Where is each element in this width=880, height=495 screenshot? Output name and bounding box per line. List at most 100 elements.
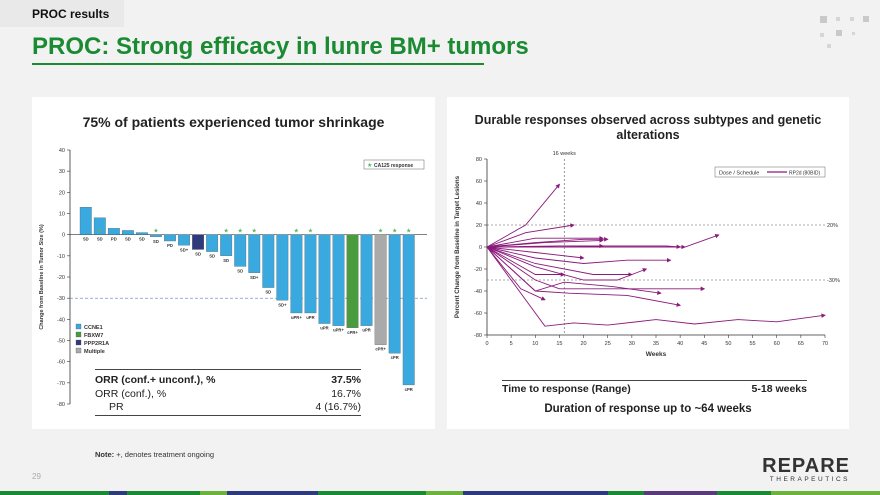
orr-bottom-rule [95, 415, 361, 416]
waterfall-bar [248, 234, 261, 273]
waterfall-bar [388, 234, 401, 354]
spider-y-tick-label: 0 [479, 245, 482, 251]
ca125-star-marker: ★ [153, 228, 158, 235]
legend-label: FBXW7 [84, 333, 103, 339]
waterfall-bar [262, 234, 275, 288]
company-logo: REPARE THERAPEUTICS [762, 455, 850, 483]
ca125-legend-box [363, 159, 425, 170]
ca125-star-marker: ★ [406, 228, 411, 235]
waterfall-y-tick-label: -20 [57, 275, 65, 281]
waterfall-bar [93, 217, 106, 235]
spider-legend-entry: RP2d (80BID) [789, 171, 820, 177]
waterfall-bar [318, 234, 331, 324]
spider-threshold-label: 20% [827, 223, 838, 229]
spider-x-tick-label: 0 [485, 341, 488, 347]
footnote: Note: +, denotes treatment ongoing [95, 450, 214, 459]
spider-x-tick-label: 20 [581, 341, 587, 347]
spider-series-line [486, 183, 561, 248]
waterfall-bar-label: cPR [405, 387, 413, 392]
waterfall-bar-label: SD+ [278, 302, 287, 307]
legend-label: Multiple [84, 349, 105, 355]
waterfall-bar-label: uPR+ [333, 328, 344, 333]
waterfall-bar-label: SD [209, 254, 215, 259]
orr-row-3-value: 4 (16.7%) [315, 401, 361, 413]
spider-x-tick-label: 5 [510, 341, 513, 347]
waterfall-bar [402, 234, 415, 386]
spider-series-line [486, 246, 566, 277]
title-underline [32, 63, 484, 65]
spider-series-line [486, 246, 662, 295]
waterfall-bar-label: SD [153, 239, 159, 244]
waterfall-bar [290, 234, 303, 314]
waterfall-y-tick-label: 40 [59, 148, 65, 154]
orr-row-2-value: 16.7% [331, 388, 361, 400]
waterfall-bar-label: PD [111, 237, 117, 242]
spider-series-line [486, 246, 648, 281]
spider-x-tick-label: 50 [725, 341, 731, 347]
waterfall-y-axis-label: Change from Baseline in Tumor Size (%) [39, 224, 45, 329]
spider-x-tick-label: 25 [605, 341, 611, 347]
legend-swatch [75, 347, 82, 354]
waterfall-y-tick-label: -80 [57, 402, 65, 408]
ca125-star-marker: ★ [294, 228, 299, 235]
spider-x-tick-label: 45 [701, 341, 707, 347]
spider-y-tick-label: -80 [474, 333, 482, 339]
spider-legend-title: Dose / Schedule [719, 171, 759, 177]
waterfall-bar-label: uPR [320, 326, 328, 331]
waterfall-bar-label: uPR [362, 328, 370, 333]
waterfall-bar [206, 234, 219, 252]
spider-x-axis-label: Weeks [646, 351, 667, 358]
spider-x-tick-label: 15 [556, 341, 562, 347]
waterfall-bar [360, 234, 373, 326]
legend-swatch [75, 339, 82, 346]
spider-y-tick-label: -60 [474, 311, 482, 317]
ca125-star-marker: ★ [378, 228, 383, 235]
time-to-response-row: Time to response (Range) 5-18 weeks [502, 383, 807, 395]
spider-series-line [486, 246, 672, 264]
waterfall-bar-label: cPR+ [347, 330, 358, 335]
footnote-text: +, denotes treatment ongoing [114, 450, 215, 459]
spider-series-line [486, 246, 682, 307]
logo-name: REPARE [762, 455, 850, 477]
waterfall-chart: 40 30 20 10 0 -10 -20 -30 -40 -50 -60 -70 -80 Change … [39, 148, 427, 408]
spider-y-tick-label: -40 [474, 289, 482, 295]
ca125-star-marker: ★ [238, 228, 243, 235]
spider-x-tick-label: 35 [653, 341, 659, 347]
waterfall-bar [276, 234, 289, 301]
page-number: 29 [32, 472, 41, 481]
waterfall-bar [164, 234, 176, 242]
spider-title: Durable responses observed across subtyp… [474, 113, 822, 142]
orr-row-1-value: 37.5% [331, 374, 361, 386]
spider-x-tick-label: 10 [532, 341, 538, 347]
legend-label: CCNE1 [84, 325, 103, 331]
waterfall-bar-label: SD [223, 258, 229, 263]
spider-y-axis-label: Percent Change from Baseline in Target L… [454, 175, 461, 318]
spider-x-tick-label: 30 [629, 341, 635, 347]
spider-series-line [486, 246, 826, 327]
spider-series-line [486, 246, 633, 277]
logo-subtitle: THERAPEUTICS [769, 476, 850, 483]
waterfall-bar [79, 207, 92, 235]
waterfall-bar-label: uPR+ [291, 315, 302, 320]
time-to-response-label: Time to response (Range) [502, 383, 631, 395]
waterfall-bar-label: SD [83, 237, 89, 242]
waterfall-bar-label: cPR+ [375, 347, 386, 352]
waterfall-bar-label: SD [237, 268, 243, 273]
waterfall-bar-label: SD [265, 290, 271, 295]
spider-16-week-label: 16 weeks [553, 151, 576, 157]
waterfall-y-tick-label: -60 [57, 360, 65, 366]
orr-row-3-label: PR [109, 401, 124, 413]
waterfall-bar [346, 234, 359, 328]
spider-x-tick-label: 65 [798, 341, 804, 347]
waterfall-bar [178, 234, 190, 246]
waterfall-bar-label: SD [125, 237, 131, 242]
spider-series-line [486, 246, 706, 292]
waterfall-bar-label: uPR [306, 315, 314, 320]
spider-x-tick-label: 40 [677, 341, 683, 347]
waterfall-bar-label: cPR [391, 355, 399, 360]
ttr-top-rule [502, 380, 807, 381]
spider-y-tick-label: 40 [476, 201, 482, 207]
waterfall-y-tick-label: -50 [57, 339, 65, 345]
spider-y-tick-label: -20 [474, 267, 482, 273]
spider-x-tick-label: 55 [750, 341, 756, 347]
